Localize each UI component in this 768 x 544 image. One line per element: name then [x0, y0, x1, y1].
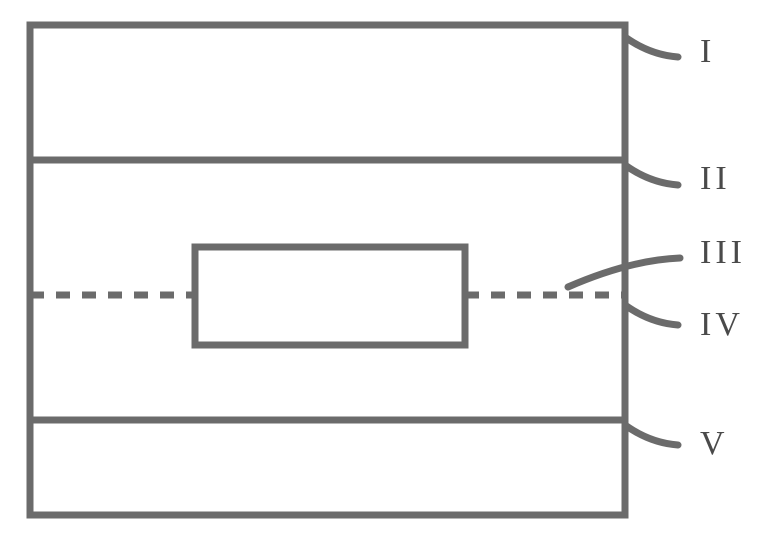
label-layer-iii: III — [700, 234, 746, 272]
leader-line — [625, 37, 678, 57]
label-layer-v: V — [700, 425, 729, 463]
leader-line — [625, 425, 678, 445]
diagram-svg — [0, 0, 768, 544]
diagram-stage: I II III IV V — [0, 0, 768, 544]
label-layer-ii: II — [700, 160, 731, 198]
label-layer-i: I — [700, 33, 715, 71]
leader-line — [625, 165, 678, 185]
leader-line — [625, 305, 678, 325]
label-layer-iv: IV — [700, 306, 744, 344]
